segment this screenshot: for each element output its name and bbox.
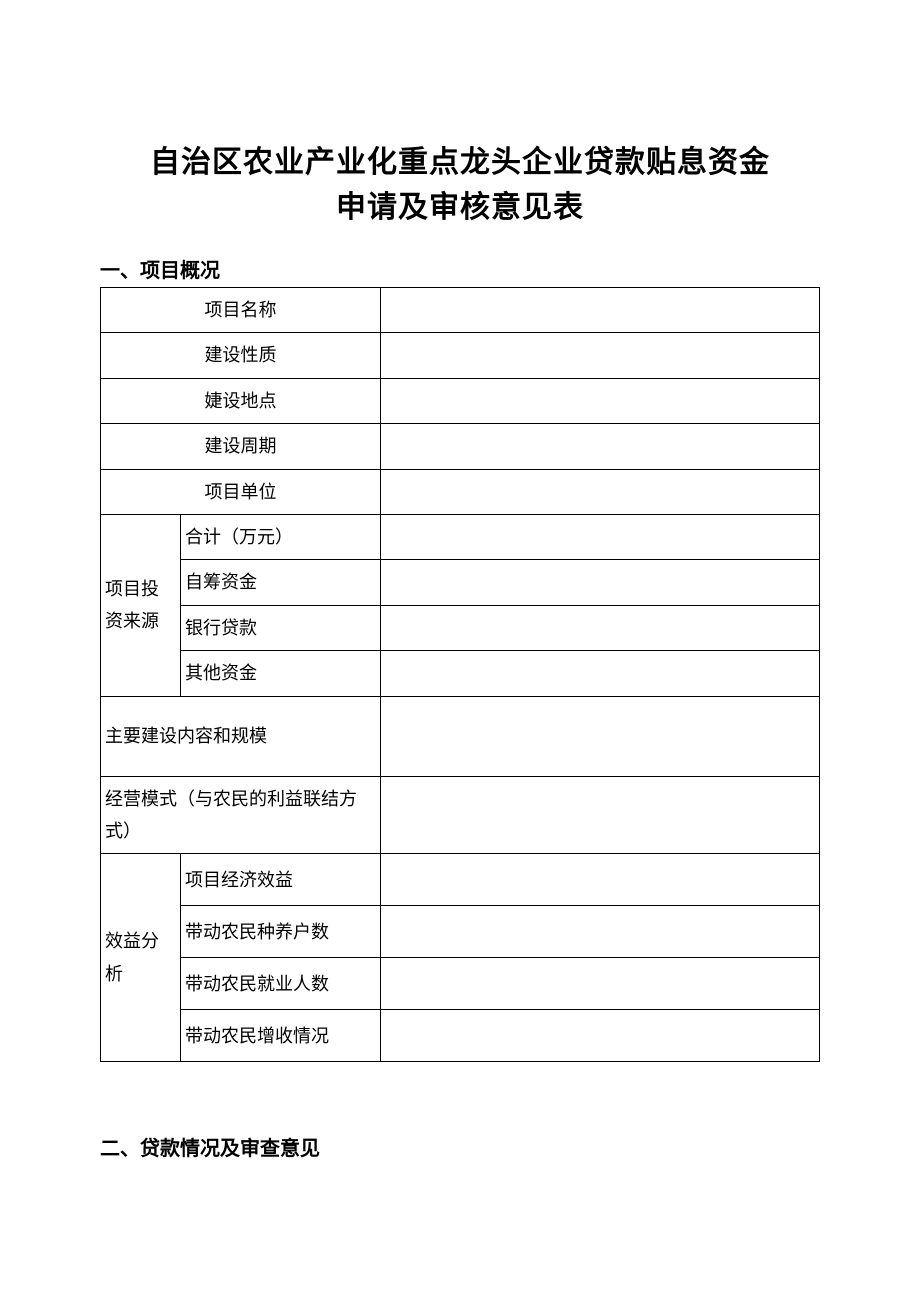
label-invest-total: 合计（万元） <box>181 514 381 559</box>
table-row: 婕设地点 <box>101 378 820 423</box>
value-build-period <box>381 424 820 469</box>
label-main-content: 主要建设内容和规模 <box>101 696 381 776</box>
value-project-name <box>381 288 820 333</box>
table-row: 带动农民增收情况 <box>101 1010 820 1062</box>
label-benefit-econ: 项目经济效益 <box>181 854 381 906</box>
table-row: 项目单位 <box>101 469 820 514</box>
value-build-nature <box>381 333 820 378</box>
label-invest-source: 项目投资来源 <box>101 514 181 696</box>
label-build-location: 婕设地点 <box>101 378 381 423</box>
value-benefit-income <box>381 1010 820 1062</box>
value-benefit-employ <box>381 958 820 1010</box>
label-benefit-employ: 带动农民就业人数 <box>181 958 381 1010</box>
label-invest-other: 其他资金 <box>181 651 381 696</box>
label-project-unit: 项目单位 <box>101 469 381 514</box>
table-row: 带动农民种养户数 <box>101 906 820 958</box>
value-invest-bank <box>381 605 820 650</box>
value-build-location <box>381 378 820 423</box>
table-row: 主要建设内容和规模 <box>101 696 820 776</box>
label-project-name: 项目名称 <box>101 288 381 333</box>
table-row: 建设性质 <box>101 333 820 378</box>
table-row: 其他资金 <box>101 651 820 696</box>
document-title: 自治区农业产业化重点龙头企业贷款贴息资金 申请及审核意见表 <box>100 140 820 230</box>
label-benefit-households: 带动农民种养户数 <box>181 906 381 958</box>
label-benefit-income: 带动农民增收情况 <box>181 1010 381 1062</box>
value-benefit-econ <box>381 854 820 906</box>
value-invest-other <box>381 651 820 696</box>
title-line-2: 申请及审核意见表 <box>336 191 584 224</box>
table-row: 效益分析 项目经济效益 <box>101 854 820 906</box>
page: 自治区农业产业化重点龙头企业贷款贴息资金 申请及审核意见表 一、项目概况 项目名… <box>0 0 920 1225</box>
label-build-nature: 建设性质 <box>101 333 381 378</box>
section-2-heading: 二、贷款情况及审查意见 <box>100 1132 820 1161</box>
project-overview-table: 项目名称 建设性质 婕设地点 建设周期 项目单位 项目投资来源 合计（万元） 自… <box>100 287 820 1062</box>
label-business-model: 经营模式（与农民的利益联结方式） <box>101 776 381 854</box>
value-invest-self <box>381 560 820 605</box>
label-invest-bank: 银行贷款 <box>181 605 381 650</box>
value-business-model <box>381 776 820 854</box>
value-invest-total <box>381 514 820 559</box>
table-row: 项目投资来源 合计（万元） <box>101 514 820 559</box>
label-benefit: 效益分析 <box>101 854 181 1062</box>
value-main-content <box>381 696 820 776</box>
label-invest-self: 自筹资金 <box>181 560 381 605</box>
title-line-1: 自治区农业产业化重点龙头企业贷款贴息资金 <box>150 146 770 179</box>
table-row: 建设周期 <box>101 424 820 469</box>
table-row: 项目名称 <box>101 288 820 333</box>
label-build-period: 建设周期 <box>101 424 381 469</box>
table-row: 银行贷款 <box>101 605 820 650</box>
section-1-heading: 一、项目概况 <box>100 254 820 283</box>
table-row: 经营模式（与农民的利益联结方式） <box>101 776 820 854</box>
table-row: 带动农民就业人数 <box>101 958 820 1010</box>
value-project-unit <box>381 469 820 514</box>
table-row: 自筹资金 <box>101 560 820 605</box>
value-benefit-households <box>381 906 820 958</box>
